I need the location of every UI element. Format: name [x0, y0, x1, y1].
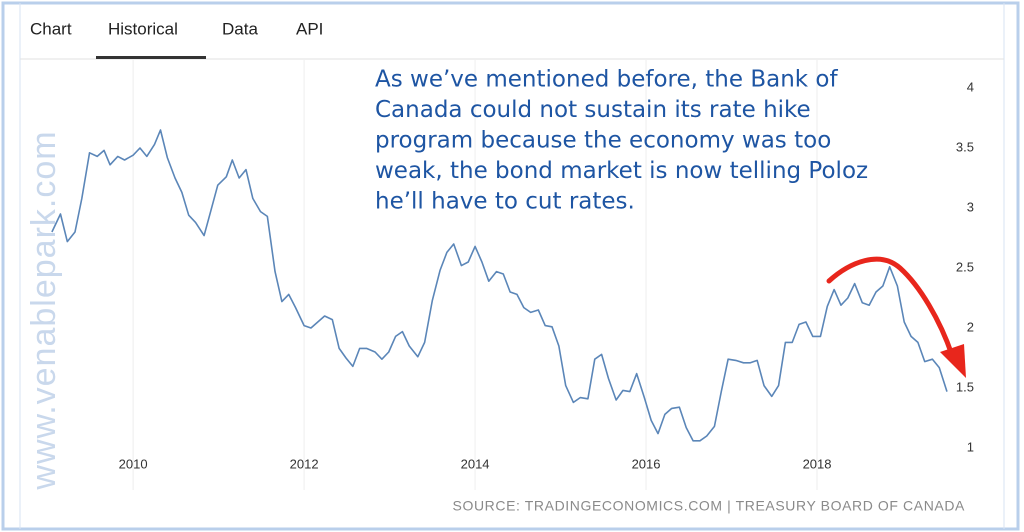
annotation-line: he’ll have to cut rates.: [375, 189, 635, 215]
tab-bar: Chart Historical Data API: [20, 19, 1004, 60]
tab[interactable]: API: [296, 19, 323, 38]
line-series: [51, 129, 948, 442]
tab[interactable]: Data: [222, 19, 258, 38]
y-tick-label: 1.5: [956, 379, 974, 394]
x-tick-label: 2014: [461, 456, 490, 471]
source: SOURCE: TRADINGECONOMICS.COM | TREASURY …: [453, 498, 966, 514]
x-tick-label: 2012: [290, 456, 319, 471]
annotation: As we’ve mentioned before, the Bank of Ca…: [375, 67, 868, 215]
y-tick-label: 3.5: [956, 139, 974, 154]
arrow: [826, 256, 955, 358]
tab[interactable]: Historical: [108, 19, 178, 38]
x-tick-label: 2010: [119, 456, 148, 471]
y-tick-label: 1: [967, 439, 974, 454]
annotation-line: As we’ve mentioned before, the Bank of: [375, 67, 838, 93]
annotation-line: program because the economy was too: [375, 128, 831, 154]
y-tick-label: 4: [967, 79, 974, 94]
x-tick-label: 2016: [632, 456, 661, 471]
y-tick-label: 3: [967, 199, 974, 214]
tab-underline: [96, 56, 206, 59]
annotation-line: weak, the bond market is now telling Pol…: [375, 158, 868, 184]
y-tick-label: 2.5: [956, 259, 974, 274]
y-tick-label: 2: [967, 319, 974, 334]
annotation-line: Canada could not sustain its rate hike: [375, 97, 811, 123]
plot-area: 2010 2012 2014 2016 2018 1 1.5 2 2.5 3 3.5 4: [51, 60, 974, 490]
tab[interactable]: Chart: [30, 19, 72, 38]
watermark: www.venablepark.com: [25, 130, 63, 490]
arrow-head: [940, 344, 966, 378]
x-tick-label: 2018: [803, 456, 832, 471]
